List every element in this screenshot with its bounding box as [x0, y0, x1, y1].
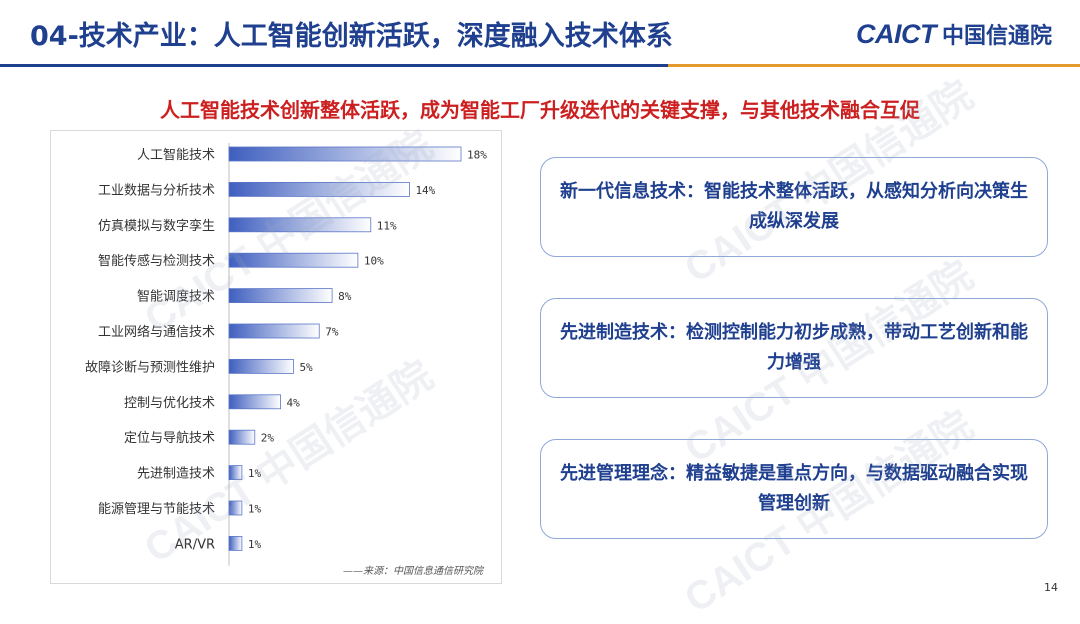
- bar: [228, 182, 410, 197]
- caict-logo: CAICT 中国信通院: [856, 18, 1052, 50]
- page-number: 14: [1044, 581, 1058, 594]
- page-title: 04-技术产业：人工智能创新活跃，深度融入技术体系: [30, 21, 673, 52]
- value-label: 18%: [467, 149, 487, 162]
- bar: [228, 465, 243, 481]
- category-label: 工业数据与分析技术: [98, 183, 215, 198]
- value-label: 4%: [287, 396, 301, 409]
- category-label: AR/VR: [175, 537, 215, 552]
- header-divider-blue: [0, 64, 668, 67]
- category-label: 仿真模拟与数字孪生: [98, 218, 215, 234]
- bar: [228, 500, 243, 516]
- bar: [228, 429, 256, 445]
- value-label: 2%: [261, 432, 275, 445]
- value-label: 1%: [248, 538, 262, 551]
- value-label: 7%: [325, 326, 339, 339]
- bar: [228, 535, 243, 551]
- value-label: 14%: [415, 184, 435, 197]
- bar: [228, 288, 333, 304]
- bar-chart: 人工智能技术 18% 工业数据与分析技术 14% 仿真模拟与数字孪生 11% 智能传感与检测…: [85, 143, 487, 566]
- bar: [228, 146, 462, 162]
- bar: [228, 217, 372, 233]
- value-label: 1%: [248, 503, 262, 516]
- logo-en-text: CAICT: [855, 18, 937, 49]
- slide-subtitle: 人工智能技术创新整体活跃，成为智能工厂升级迭代的关键支撑，与其他技术融合互促: [160, 98, 920, 122]
- value-label: 1%: [248, 467, 262, 480]
- category-label: 能源管理与节能技术: [98, 502, 215, 517]
- info-card-3-text: 先进管理理念：精益敏捷是重点方向，与数据驱动融合实现管理创新: [560, 463, 1028, 514]
- info-card-1: 新一代信息技术：智能技术整体活跃，从感知分析向决策生成纵深发展: [540, 157, 1048, 257]
- bar: [228, 394, 281, 410]
- value-label: 5%: [299, 361, 313, 374]
- bar: [228, 323, 320, 339]
- category-label: 定位与导航技术: [124, 430, 215, 446]
- value-label: 8%: [338, 290, 352, 303]
- info-card-1-text: 新一代信息技术：智能技术整体活跃，从感知分析向决策生成纵深发展: [560, 181, 1028, 232]
- category-label: 先进制造技术: [137, 467, 215, 482]
- category-label: 智能调度技术: [137, 289, 215, 305]
- value-label: 10%: [364, 255, 384, 268]
- category-label: 控制与优化技术: [124, 396, 215, 411]
- value-label: 11%: [377, 219, 397, 232]
- info-card-2-text: 先进制造技术：检测控制能力初步成熟，带动工艺创新和能力增强: [560, 322, 1028, 373]
- chart-panel: 人工智能技术 18% 工业数据与分析技术 14% 仿真模拟与数字孪生 11% 智能传感与检测…: [50, 130, 502, 584]
- info-card-2: 先进制造技术：检测控制能力初步成熟，带动工艺创新和能力增强: [540, 298, 1048, 398]
- category-label: 工业网络与通信技术: [98, 324, 215, 340]
- chart-source: ——来源：中国信息通信研究院: [343, 566, 483, 577]
- bar: [228, 252, 359, 268]
- header-divider-orange: [668, 64, 1080, 67]
- category-label: 故障诊断与预测性维护: [85, 360, 215, 375]
- bar: [228, 358, 294, 374]
- logo-cn-text: 中国信通院: [941, 24, 1052, 49]
- info-card-3: 先进管理理念：精益敏捷是重点方向，与数据驱动融合实现管理创新: [540, 439, 1048, 539]
- category-label: 智能传感与检测技术: [98, 253, 215, 269]
- category-label: 人工智能技术: [137, 148, 215, 163]
